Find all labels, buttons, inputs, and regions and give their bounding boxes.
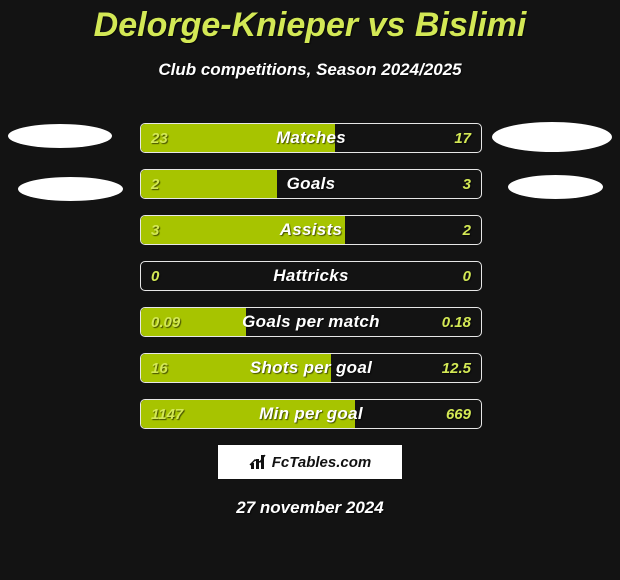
chart-icon <box>249 453 267 471</box>
player-photo-placeholder <box>508 175 603 199</box>
player-photo-placeholder <box>492 122 612 152</box>
stat-label: Goals per match <box>141 308 481 336</box>
stat-value-right: 0 <box>463 262 471 290</box>
stat-value-left: 23 <box>151 124 168 152</box>
stat-value-left: 0.09 <box>151 308 180 336</box>
stat-value-right: 0.18 <box>442 308 471 336</box>
stat-label: Hattricks <box>141 262 481 290</box>
stat-value-right: 17 <box>454 124 471 152</box>
stat-row: Goals2 3 <box>140 169 482 199</box>
stat-row: Min per goal1147 669 <box>140 399 482 429</box>
page-title: Delorge-Knieper vs Bislimi <box>0 6 620 45</box>
stat-value-right: 3 <box>463 170 471 198</box>
stat-value-left: 1147 <box>151 400 183 428</box>
stat-row: Shots per goal16 12.5 <box>140 353 482 383</box>
stat-label: Goals <box>141 170 481 198</box>
stat-label: Assists <box>141 216 481 244</box>
subtitle: Club competitions, Season 2024/2025 <box>0 60 620 80</box>
stat-value-left: 3 <box>151 216 159 244</box>
date-line: 27 november 2024 <box>0 498 620 518</box>
stat-label: Min per goal <box>141 400 481 428</box>
stat-label: Matches <box>141 124 481 152</box>
stat-value-right: 12.5 <box>442 354 471 382</box>
stat-value-left: 2 <box>151 170 159 198</box>
stat-row: Hattricks0 0 <box>140 261 482 291</box>
comparison-infographic: Delorge-Knieper vs Bislimi Club competit… <box>0 0 620 580</box>
player-photo-placeholder <box>18 177 123 201</box>
stat-row: Matches23 17 <box>140 123 482 153</box>
stat-value-left: 16 <box>151 354 168 382</box>
stat-value-right: 2 <box>463 216 471 244</box>
logo-text: FcTables.com <box>272 454 371 471</box>
stats-list: Matches2317Goals23Assists32Hattricks00Go… <box>140 123 482 445</box>
player-photo-placeholder <box>8 124 112 148</box>
stat-value-right: 669 <box>446 400 471 428</box>
stat-value-left: 0 <box>151 262 159 290</box>
stat-label: Shots per goal <box>141 354 481 382</box>
site-logo[interactable]: FcTables.com <box>217 444 403 480</box>
stat-row: Assists3 2 <box>140 215 482 245</box>
stat-row: Goals per match0.09 0.18 <box>140 307 482 337</box>
